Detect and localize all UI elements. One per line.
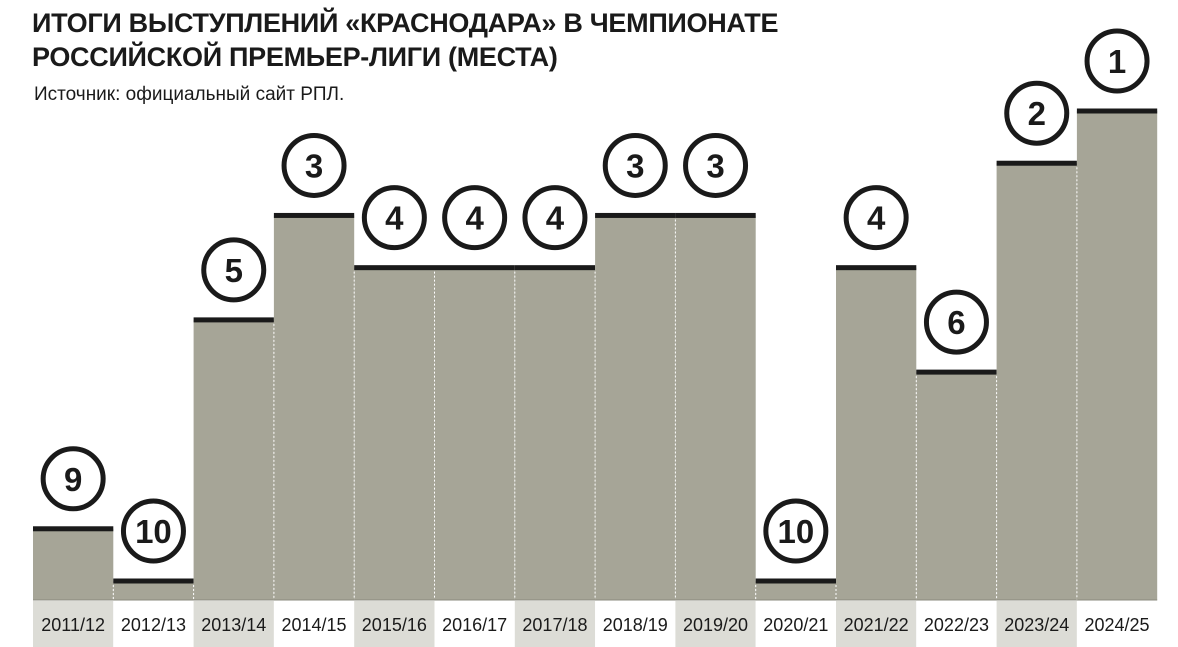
bar-top-2015/16 bbox=[354, 265, 435, 271]
tick-band-2023/24 bbox=[996, 601, 1077, 647]
bar-top-2013/14 bbox=[193, 317, 274, 323]
data-label-2014/15: 3 bbox=[305, 147, 323, 184]
x-tick-label-2019/20: 2019/20 bbox=[683, 615, 748, 635]
bar-top-2016/17 bbox=[434, 265, 515, 271]
bar-2018/19 bbox=[595, 215, 676, 600]
data-label-circle-2014/15 bbox=[281, 132, 347, 198]
bar-2020/21 bbox=[755, 581, 836, 600]
tick-band-2021/22 bbox=[836, 601, 917, 647]
data-label-2019/20: 3 bbox=[706, 147, 724, 184]
bar-top-2014/15 bbox=[273, 212, 355, 218]
bar-2016/17 bbox=[434, 267, 515, 600]
x-tick-label-2013/14: 2013/14 bbox=[201, 615, 266, 635]
bar-top-2021/22 bbox=[836, 265, 917, 271]
bars bbox=[33, 108, 1158, 601]
data-label-circle-2017/18 bbox=[522, 185, 588, 251]
data-label-circle-2015/16 bbox=[361, 185, 427, 251]
data-label-2012/13: 10 bbox=[135, 513, 172, 550]
x-tick-label-2022/23: 2022/23 bbox=[924, 615, 989, 635]
data-label-circle-2013/14 bbox=[201, 237, 267, 303]
tick-band-2015/16 bbox=[354, 601, 435, 647]
x-tick-label-2023/24: 2023/24 bbox=[1004, 615, 1069, 635]
data-label-2011/12: 9 bbox=[64, 461, 82, 498]
data-label-circle-2011/12 bbox=[40, 446, 106, 512]
bar-2019/20 bbox=[675, 215, 756, 600]
x-tick-label-2021/22: 2021/22 bbox=[844, 615, 909, 635]
bar-top-2019/20 bbox=[675, 212, 756, 218]
tick-band-2022/23 bbox=[916, 601, 997, 647]
bar-2012/13 bbox=[113, 581, 194, 600]
data-label-circle-2023/24 bbox=[1004, 80, 1070, 146]
tick-band-2012/13 bbox=[113, 601, 194, 647]
bar-top-2020/21 bbox=[755, 578, 836, 584]
x-tick-label-2015/16: 2015/16 bbox=[362, 615, 427, 635]
tick-band-2019/20 bbox=[675, 601, 756, 647]
data-label-circle-2022/23 bbox=[923, 289, 989, 355]
data-label-2024/25: 1 bbox=[1108, 43, 1126, 80]
bar-2015/16 bbox=[354, 267, 435, 600]
data-label-2017/18: 4 bbox=[546, 200, 565, 237]
bar-top-2018/19 bbox=[595, 212, 676, 218]
tick-band-2020/21 bbox=[755, 601, 836, 647]
bar-top-2011/12 bbox=[33, 526, 114, 532]
tick-band-2016/17 bbox=[434, 601, 515, 647]
data-label-2023/24: 2 bbox=[1028, 95, 1046, 132]
x-axis-bands bbox=[33, 601, 1158, 647]
data-label-circle-2024/25 bbox=[1084, 28, 1150, 94]
bar-2023/24 bbox=[996, 163, 1077, 600]
data-labels: 9 10 5 3 4 4 4 3 3 10 4 6 2 1 bbox=[40, 28, 1150, 564]
tick-band-2024/25 bbox=[1076, 601, 1158, 647]
bar-2021/22 bbox=[836, 267, 917, 600]
bar-2024/25 bbox=[1076, 111, 1158, 600]
tick-band-2018/19 bbox=[595, 601, 676, 647]
x-tick-label-2017/18: 2017/18 bbox=[522, 615, 587, 635]
chart-source: Источник: официальный сайт РПЛ. bbox=[34, 84, 345, 105]
data-label-2013/14: 5 bbox=[225, 252, 243, 289]
x-tick-label-2020/21: 2020/21 bbox=[763, 615, 828, 635]
data-label-2016/17: 4 bbox=[465, 200, 484, 237]
bar-2014/15 bbox=[273, 215, 355, 600]
x-axis-ticks: 2011/12 2012/13 2013/14 2014/15 2015/16 2016/… bbox=[41, 615, 1149, 635]
data-label-2022/23: 6 bbox=[947, 304, 965, 341]
bar-top-2012/13 bbox=[113, 578, 194, 584]
x-tick-label-2024/25: 2024/25 bbox=[1085, 615, 1150, 635]
tick-band-2017/18 bbox=[514, 601, 596, 647]
data-label-circle-2016/17 bbox=[442, 185, 508, 251]
data-label-2020/21: 10 bbox=[777, 513, 814, 550]
chart-title: ИТОГИ ВЫСТУПЛЕНИЙ «КРАСНОДАРА» В ЧЕМПИОН… bbox=[32, 6, 1132, 74]
bar-top-2022/23 bbox=[916, 369, 997, 375]
x-tick-label-2011/12: 2011/12 bbox=[41, 615, 105, 635]
bar-2013/14 bbox=[193, 319, 274, 600]
chart-title-line-1: ИТОГИ ВЫСТУПЛЕНИЙ «КРАСНОДАРА» В ЧЕМПИОН… bbox=[32, 8, 779, 38]
tick-band-2011/12 bbox=[33, 601, 114, 647]
data-label-circle-2021/22 bbox=[843, 185, 909, 251]
bar-top-2023/24 bbox=[996, 160, 1077, 166]
data-label-circle-2012/13 bbox=[120, 498, 186, 564]
data-label-2021/22: 4 bbox=[867, 200, 886, 237]
bar-2017/18 bbox=[514, 267, 596, 600]
data-label-circle-2020/21 bbox=[763, 498, 829, 564]
data-label-2018/19: 3 bbox=[626, 147, 644, 184]
data-label-2015/16: 4 bbox=[385, 200, 404, 237]
bar-2011/12 bbox=[33, 528, 114, 600]
bar-top-2017/18 bbox=[514, 265, 596, 271]
bar-top-2024/25 bbox=[1076, 108, 1158, 114]
data-label-circle-2019/20 bbox=[683, 132, 749, 198]
tick-band-2013/14 bbox=[193, 601, 274, 647]
x-tick-label-2014/15: 2014/15 bbox=[282, 615, 347, 635]
x-tick-label-2018/19: 2018/19 bbox=[603, 615, 668, 635]
x-tick-label-2016/17: 2016/17 bbox=[442, 615, 507, 635]
x-tick-label-2012/13: 2012/13 bbox=[121, 615, 186, 635]
chart-title-line-2: РОССИЙСКОЙ ПРЕМЬЕР-ЛИГИ (МЕСТА) bbox=[32, 42, 558, 72]
bar-2022/23 bbox=[916, 372, 997, 600]
tick-band-2014/15 bbox=[273, 601, 355, 647]
data-label-circle-2018/19 bbox=[602, 132, 668, 198]
